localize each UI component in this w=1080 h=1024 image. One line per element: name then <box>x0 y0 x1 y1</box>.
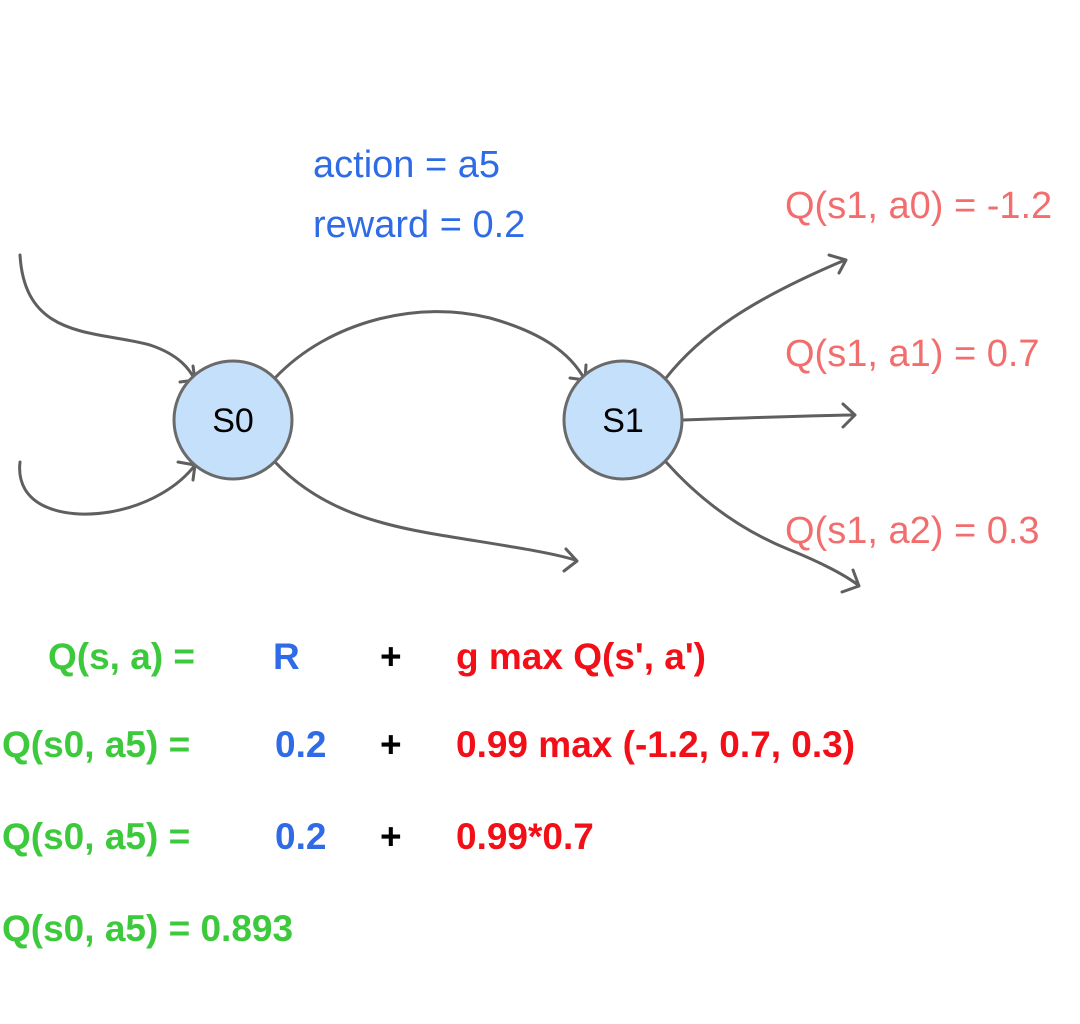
state-node-s1: S1 <box>562 359 684 481</box>
incoming-edge-bottom <box>18 460 197 516</box>
equation-general-lhs: Q(s, a) = <box>48 636 195 677</box>
equation-substituted-lhs: Q(s0, a5) = <box>2 724 190 765</box>
incoming-edge-top <box>18 253 197 382</box>
edge-s1-action-a2 <box>664 460 860 587</box>
arrowhead-s1-action-a0 <box>827 253 848 275</box>
edge-s1-action-a0 <box>664 258 847 380</box>
reward-label: reward = 0.2 <box>313 204 525 246</box>
edge-s0-to-s1 <box>273 310 587 382</box>
equation-substituted-reward: 0.2 <box>275 724 326 765</box>
equation-reduced: Q(s0, a5) = 0.2 + 0.99*0.7 <box>2 816 594 857</box>
equation-reduced-plus: + <box>380 816 402 857</box>
edge-s0-outgoing <box>273 460 577 562</box>
equation-general: Q(s, a) = R + g max Q(s', a') <box>48 636 706 677</box>
equation-reduced-reward: 0.2 <box>275 816 326 857</box>
state-node-s1-circle <box>562 359 684 481</box>
edge-s1-action-a1 <box>681 413 855 422</box>
equation-result: Q(s0, a5) = 0.893 <box>2 908 293 949</box>
equation-substituted: Q(s0, a5) = 0.2 + 0.99 max (-1.2, 0.7, 0… <box>2 724 855 765</box>
equation-reduced-lhs: Q(s0, a5) = <box>2 816 190 857</box>
state-node-s0-label: S0 <box>212 402 254 440</box>
q-value-a0-label: Q(s1, a0) = -1.2 <box>785 185 1052 227</box>
state-node-s0: S0 <box>172 359 294 481</box>
action-label: action = a5 <box>313 144 500 186</box>
equation-general-reward: R <box>273 636 300 677</box>
equation-general-plus: + <box>380 636 402 677</box>
equation-substituted-plus: + <box>380 724 402 765</box>
equation-general-future: g max Q(s', a') <box>456 636 706 677</box>
equation-substituted-future: 0.99 max (-1.2, 0.7, 0.3) <box>456 724 855 765</box>
state-node-s0-circle <box>172 359 294 481</box>
q-value-a2-label: Q(s1, a2) = 0.3 <box>785 510 1040 552</box>
arrowhead-s1-action-a2 <box>840 568 861 594</box>
arrowhead-s0-outgoing <box>562 547 579 573</box>
state-node-s1-label: S1 <box>602 402 644 440</box>
arrowhead-s1-action-a1 <box>841 402 857 429</box>
q-value-a1-label: Q(s1, a1) = 0.7 <box>785 333 1040 375</box>
equation-reduced-future: 0.99*0.7 <box>456 816 594 857</box>
